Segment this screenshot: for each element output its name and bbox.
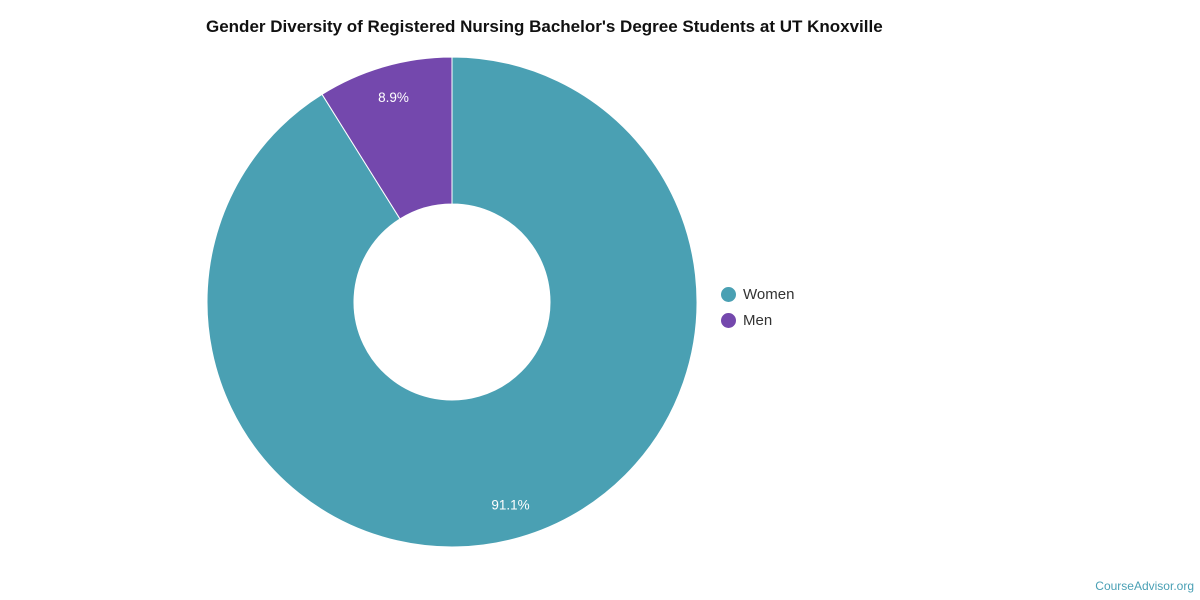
donut-slice-women[interactable] — [206, 56, 698, 548]
donut-slice-labels: 91.1% 8.9% — [378, 90, 530, 513]
legend-item-men[interactable]: Men — [721, 307, 794, 333]
legend-swatch-men — [721, 312, 736, 328]
legend-label-women: Women — [743, 285, 795, 303]
donut-slice-men[interactable] — [321, 56, 453, 220]
legend-item-women[interactable]: Women — [721, 281, 794, 307]
donut-slices — [206, 56, 698, 548]
legend-label-men: Men — [743, 311, 773, 329]
chart-legend: Women Men — [721, 281, 794, 333]
data-label-women: 91.1% — [491, 497, 529, 512]
source-watermark[interactable]: CourseAdvisor.org — [1095, 579, 1194, 593]
legend-swatch-women — [721, 286, 736, 302]
data-label-men: 8.9% — [378, 90, 409, 105]
chart-title: Gender Diversity of Registered Nursing B… — [206, 17, 883, 36]
